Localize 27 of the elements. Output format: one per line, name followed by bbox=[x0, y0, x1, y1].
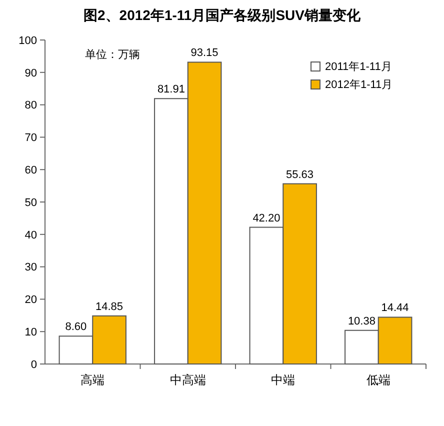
chart-title: 图2、2012年1-11月国产各级别SUV销量变化 bbox=[84, 7, 362, 23]
data-label: 55.63 bbox=[286, 168, 314, 181]
data-label: 14.44 bbox=[381, 302, 409, 314]
x-tick-label: 低端 bbox=[366, 373, 390, 387]
data-label: 8.60 bbox=[65, 321, 87, 334]
data-label: 14.85 bbox=[96, 300, 124, 313]
annotation: 单位：万辆 bbox=[85, 48, 140, 61]
legend-label: 2012年1-11月 bbox=[325, 79, 393, 91]
x-tick-label: 中端 bbox=[271, 373, 296, 387]
y-tick-label: 0 bbox=[30, 358, 37, 371]
y-tick-label: 60 bbox=[24, 164, 37, 176]
y-tick-label: 50 bbox=[24, 196, 37, 209]
y-tick-label: 90 bbox=[24, 67, 37, 80]
y-tick-label: 70 bbox=[24, 132, 37, 144]
x-tick-label: 高端 bbox=[80, 373, 105, 387]
y-tick-label: 10 bbox=[24, 326, 37, 338]
y-tick-label: 80 bbox=[24, 100, 37, 112]
data-label: 10.38 bbox=[348, 315, 376, 328]
y-tick-label: 100 bbox=[18, 34, 37, 47]
y-tick-label: 40 bbox=[24, 229, 37, 242]
data-label: 42.20 bbox=[252, 212, 280, 224]
y-tick-label: 20 bbox=[24, 294, 37, 306]
x-tick-label: 中高端 bbox=[170, 373, 206, 387]
data-label: 81.91 bbox=[157, 84, 185, 96]
legend-label: 2011年1-11月 bbox=[325, 61, 392, 73]
y-tick-label: 30 bbox=[24, 262, 37, 274]
data-label: 93.15 bbox=[190, 47, 218, 60]
